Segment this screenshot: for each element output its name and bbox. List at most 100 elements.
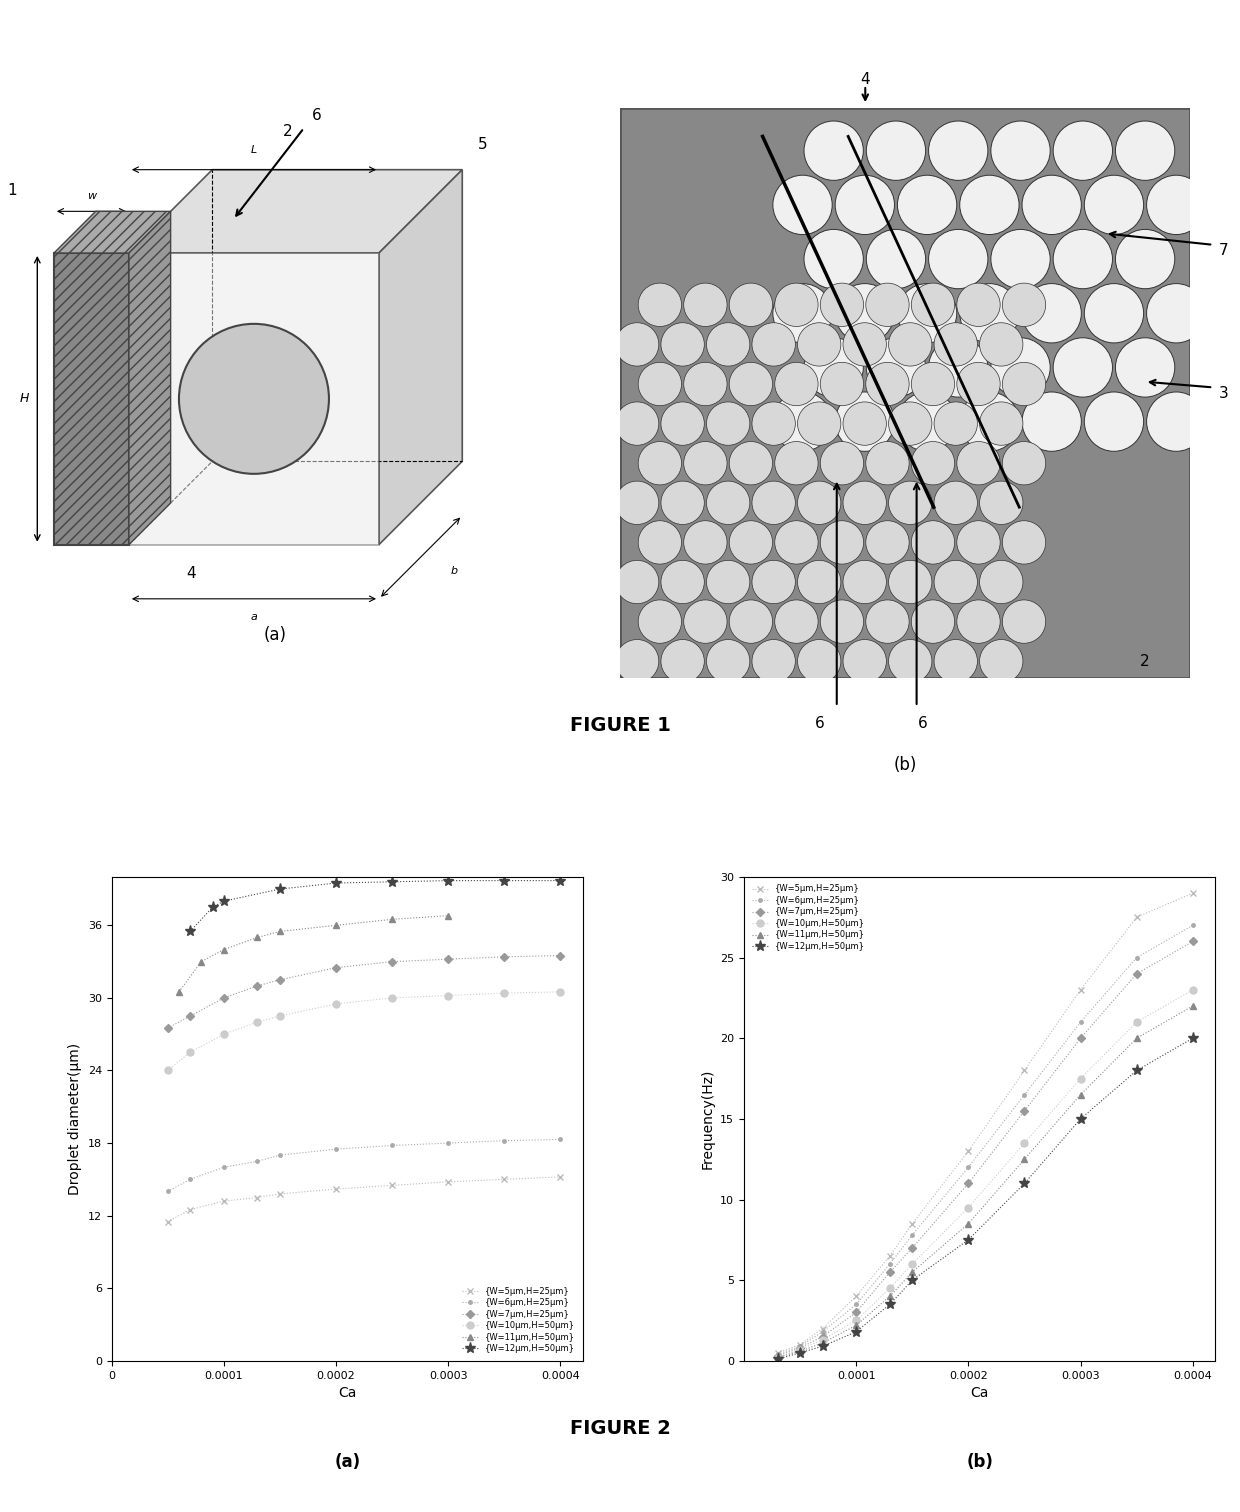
{W=5μm,H=25μm} bbox=[792, 1335, 807, 1353]
Polygon shape bbox=[129, 169, 463, 253]
Text: FIGURE 1: FIGURE 1 bbox=[569, 717, 671, 735]
Text: (a): (a) bbox=[263, 626, 286, 644]
{W=12μm,H=50μm} bbox=[1185, 1030, 1200, 1048]
Circle shape bbox=[1084, 175, 1143, 234]
{W=12μm,H=50μm} bbox=[770, 1350, 785, 1368]
{W=10μm,H=50μm} bbox=[216, 1025, 231, 1043]
Circle shape bbox=[1022, 392, 1081, 451]
Circle shape bbox=[639, 520, 682, 564]
Circle shape bbox=[957, 600, 1001, 643]
{W=7μm,H=25μm} bbox=[250, 977, 265, 995]
{W=12μm,H=50μm} bbox=[273, 880, 288, 898]
{W=11μm,H=50μm} bbox=[1073, 1086, 1087, 1104]
{W=7μm,H=25μm} bbox=[160, 1019, 175, 1037]
Circle shape bbox=[804, 337, 863, 398]
Text: 6: 6 bbox=[311, 107, 321, 122]
Circle shape bbox=[615, 322, 658, 366]
{W=7μm,H=25μm} bbox=[1073, 1030, 1087, 1048]
{W=12μm,H=50μm} bbox=[848, 1323, 863, 1341]
Circle shape bbox=[615, 481, 658, 525]
{W=10μm,H=50μm} bbox=[160, 1061, 175, 1080]
Circle shape bbox=[911, 442, 955, 485]
Line: {W=10μm,H=50μm}: {W=10μm,H=50μm} bbox=[164, 989, 564, 1074]
Circle shape bbox=[729, 283, 773, 327]
{W=12μm,H=50μm} bbox=[1130, 1061, 1145, 1080]
{W=5μm,H=25μm} bbox=[182, 1201, 197, 1219]
{W=11μm,H=50μm} bbox=[1130, 1030, 1145, 1048]
{W=10μm,H=50μm} bbox=[384, 989, 399, 1007]
Circle shape bbox=[1084, 284, 1143, 343]
{W=6μm,H=25μm} bbox=[182, 1170, 197, 1188]
{W=11μm,H=50μm} bbox=[1185, 996, 1200, 1015]
Circle shape bbox=[639, 442, 682, 485]
Circle shape bbox=[179, 324, 329, 473]
Circle shape bbox=[1053, 230, 1112, 289]
{W=11μm,H=50μm} bbox=[815, 1334, 830, 1352]
Circle shape bbox=[866, 363, 909, 405]
Circle shape bbox=[980, 561, 1023, 603]
Circle shape bbox=[775, 520, 818, 564]
Circle shape bbox=[797, 640, 841, 683]
{W=12μm,H=50μm} bbox=[883, 1296, 898, 1314]
Circle shape bbox=[773, 175, 832, 234]
{W=10μm,H=50μm} bbox=[1130, 1013, 1145, 1031]
Circle shape bbox=[980, 402, 1023, 445]
{W=7μm,H=25μm} bbox=[1017, 1102, 1032, 1120]
Line: {W=5μm,H=25μm}: {W=5μm,H=25μm} bbox=[164, 1173, 564, 1225]
Text: 7: 7 bbox=[1219, 243, 1229, 259]
{W=10μm,H=50μm} bbox=[961, 1199, 976, 1217]
Circle shape bbox=[843, 640, 887, 683]
Circle shape bbox=[911, 600, 955, 643]
Circle shape bbox=[866, 520, 909, 564]
Circle shape bbox=[934, 322, 977, 366]
Polygon shape bbox=[379, 169, 463, 544]
Circle shape bbox=[929, 230, 988, 289]
Circle shape bbox=[639, 363, 682, 405]
Circle shape bbox=[1116, 121, 1174, 180]
Text: 4: 4 bbox=[861, 73, 870, 86]
{W=5μm,H=25μm} bbox=[250, 1188, 265, 1207]
{W=7μm,H=25μm} bbox=[216, 989, 231, 1007]
{W=10μm,H=50μm} bbox=[440, 986, 455, 1004]
Text: w: w bbox=[87, 191, 95, 201]
{W=11μm,H=50μm} bbox=[905, 1263, 920, 1281]
Legend: {W=5μm,H=25μm}, {W=6μm,H=25μm}, {W=7μm,H=25μm}, {W=10μm,H=50μm}, {W=11μm,H=50μm}: {W=5μm,H=25μm}, {W=6μm,H=25μm}, {W=7μm,H… bbox=[748, 881, 868, 954]
Circle shape bbox=[775, 363, 818, 405]
{W=6μm,H=25μm} bbox=[160, 1182, 175, 1201]
Circle shape bbox=[1002, 442, 1045, 485]
{W=7μm,H=25μm} bbox=[329, 959, 343, 977]
{W=11μm,H=50μm} bbox=[961, 1214, 976, 1232]
Circle shape bbox=[821, 520, 863, 564]
Text: b: b bbox=[450, 565, 458, 576]
{W=6μm,H=25μm} bbox=[250, 1152, 265, 1170]
{W=12μm,H=50μm} bbox=[497, 871, 512, 889]
Circle shape bbox=[639, 283, 682, 327]
Circle shape bbox=[1022, 175, 1081, 234]
Circle shape bbox=[661, 402, 704, 445]
Circle shape bbox=[957, 363, 1001, 405]
{W=6μm,H=25μm} bbox=[497, 1131, 512, 1149]
{W=7μm,H=25μm} bbox=[1185, 933, 1200, 951]
Circle shape bbox=[1147, 284, 1207, 343]
Line: {W=12μm,H=50μm}: {W=12μm,H=50μm} bbox=[773, 1033, 1198, 1365]
{W=7μm,H=25μm} bbox=[384, 953, 399, 971]
Polygon shape bbox=[129, 253, 379, 544]
Circle shape bbox=[934, 561, 977, 603]
Circle shape bbox=[867, 337, 925, 398]
Circle shape bbox=[615, 561, 658, 603]
Circle shape bbox=[773, 284, 832, 343]
Text: (b): (b) bbox=[966, 1453, 993, 1471]
Circle shape bbox=[773, 392, 832, 451]
Circle shape bbox=[707, 640, 750, 683]
Text: 2: 2 bbox=[283, 124, 293, 139]
{W=10μm,H=50μm} bbox=[1185, 981, 1200, 999]
{W=7μm,H=25μm} bbox=[905, 1238, 920, 1256]
Circle shape bbox=[661, 481, 704, 525]
{W=11μm,H=50μm} bbox=[384, 910, 399, 928]
Polygon shape bbox=[620, 107, 1190, 679]
{W=11μm,H=50μm} bbox=[171, 983, 186, 1001]
{W=10μm,H=50μm} bbox=[329, 995, 343, 1013]
Text: 2: 2 bbox=[1140, 653, 1149, 668]
Text: H: H bbox=[20, 392, 29, 405]
{W=6μm,H=25μm} bbox=[216, 1158, 231, 1176]
